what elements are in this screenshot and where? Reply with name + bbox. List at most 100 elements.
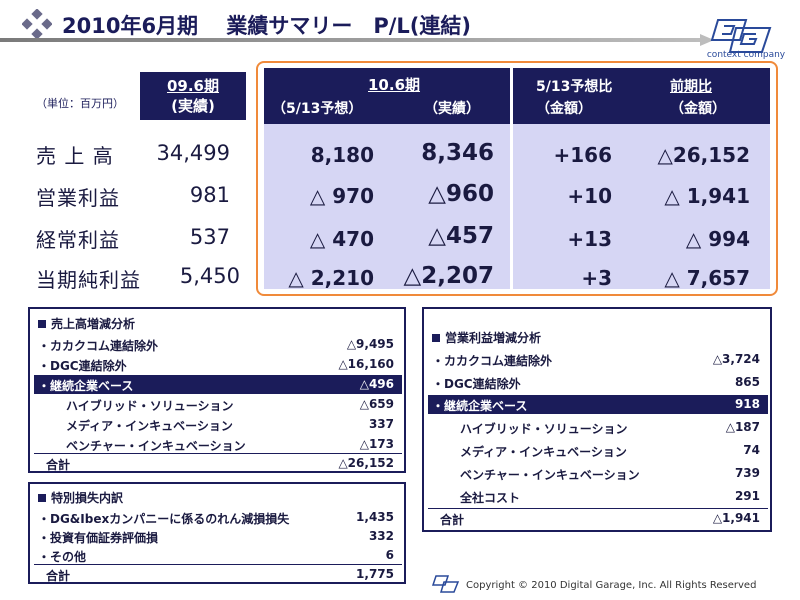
list-item: ・DGC連結除外 △16,160 [38,355,398,374]
list-item-label: 全社コスト [460,491,521,505]
value-forecast-sales: 8,180 [310,143,374,167]
logo-text: context company [706,50,786,60]
list-item-value: △187 [725,420,760,434]
header-actual-sub: （実績） [424,101,480,117]
list-item-value: 337 [368,417,394,431]
list-item: ・カカクコム連結除外 △3,724 [432,350,764,369]
header-rule [0,34,714,46]
header-vs-prev-label: 前期比 [670,79,712,95]
header-current-label: 10.6期 [368,76,421,94]
sales-analysis-title-text: 売上高増減分析 [51,317,136,331]
list-item-label: メディア・インキュベーション [66,419,233,433]
list-item-label: ・DGC連結除外 [38,359,127,373]
list-item: ・その他 6 [38,546,398,565]
list-item-label: ・DG&Ibexカンパニーに係るのれん減損損失 [38,512,290,526]
title-diamond-icon [22,9,52,39]
list-item-label: ベンチャー・インキュベーション [460,468,640,482]
total-value: △1,941 [712,511,760,525]
list-item-value: △173 [359,437,394,451]
row-label-net-income: 当期純利益 [36,268,141,292]
header-vs-forecast-label: 5/13予想比 [536,79,613,95]
value-vs-prev-operating-profit: △ 1,941 [664,184,750,208]
list-item: メディア・インキュベーション 74 [432,441,764,460]
value-prev-ordinary-profit: 537 [189,225,230,249]
list-item-label: ・カカクコム連結除外 [432,354,553,368]
list-item: ・DG&Ibexカンパニーに係るのれん減損損失 1,435 [38,508,398,527]
value-vs-prev-ordinary-profit: △ 994 [685,227,750,251]
total-value: 1,775 [356,567,394,581]
value-vs-prev-sales: △26,152 [657,143,750,167]
list-item: ベンチャー・インキュベーション △173 [38,435,398,454]
header-vs-forecast-sub: （金額） [536,101,592,117]
value-forecast-net-income: △ 2,210 [288,266,374,290]
list-item-value: △9,495 [346,337,394,351]
list-item-label: ・カカクコム連結除外 [38,339,159,353]
list-item-label: ・投資有価証券評価損 [38,531,159,545]
list-item-highlighted: ・継続企業ベース △496 [34,375,402,394]
list-item-value: △3,724 [712,352,760,366]
list-item: ・投資有価証券評価損 332 [38,527,398,546]
total-label: 合計 [46,458,71,472]
bullet-square-icon [38,494,46,502]
total-label: 合計 [46,569,71,583]
list-item: 全社コスト 291 [432,487,764,506]
total-row: 合計 1,775 [34,564,402,584]
current-period-frame [256,61,778,296]
list-item: ハイブリッド・ソリューション △187 [432,418,764,437]
list-item-value: △496 [359,377,394,391]
header-prev-year-label: 09.6期 [166,77,219,95]
total-row: 合計 △26,152 [34,453,402,473]
list-item: ベンチャー・インキュベーション 739 [432,464,764,483]
bullet-square-icon [38,320,46,328]
value-prev-operating-profit: 981 [189,183,230,207]
list-item-label: ・DGC連結除外 [432,377,521,391]
list-item-value: △16,160 [338,357,394,371]
value-vs-forecast-operating-profit: +10 [567,184,612,208]
list-item-highlighted: ・継続企業ベース 918 [428,395,768,414]
footer-logo-icon [431,575,460,593]
value-vs-forecast-net-income: +3 [581,266,612,290]
op-profit-analysis-title-text: 営業利益増減分析 [445,331,542,345]
list-item: ・DGC連結除外 865 [432,373,764,392]
sales-analysis-panel: 売上高増減分析 ・カカクコム連結除外 △9,495 ・DGC連結除外 △16,1… [28,307,406,473]
column-divider [510,68,513,289]
row-label-sales: 売 上 高 [36,144,114,168]
total-value: △26,152 [338,456,394,470]
op-profit-analysis-panel: 営業利益増減分析 ・カカクコム連結除外 △3,724 ・DGC連結除外 865 … [422,307,772,532]
value-actual-ordinary-profit: △457 [428,223,494,249]
page-title: 2010年6月期 業績サマリー P/L(連結) [62,14,472,38]
header-forecast-sub: （5/13予想） [272,101,363,117]
list-item-value: △659 [359,397,394,411]
row-label-operating-profit: 営業利益 [36,186,120,210]
total-row: 合計 △1,941 [428,508,768,528]
value-vs-forecast-sales: +166 [553,143,612,167]
total-label: 合計 [440,513,465,527]
list-item-value: 739 [734,466,760,480]
special-loss-title-text: 特別損失内訳 [51,491,124,505]
list-item-value: 291 [734,489,760,503]
list-item-value: 6 [385,548,394,562]
list-item-label: ベンチャー・インキュベーション [66,439,246,453]
list-item-value: 74 [743,443,760,457]
value-actual-operating-profit: △960 [428,181,494,207]
list-item: ・カカクコム連結除外 △9,495 [38,335,398,354]
special-loss-title: 特別損失内訳 [38,489,123,506]
header-comparison: 5/13予想比 （金額） 前期比 （金額） [512,68,770,124]
list-item: ハイブリッド・ソリューション △659 [38,395,398,414]
list-item-label: ・継続企業ベース [432,399,528,413]
op-profit-analysis-title: 営業利益増減分析 [432,329,541,346]
list-item-value: 918 [734,397,760,411]
row-label-ordinary-profit: 経常利益 [36,228,120,252]
list-item-value: 332 [368,529,394,543]
copyright-text: Copyright © 2010 Digital Garage, Inc. Al… [466,580,757,591]
list-item-label: ・その他 [38,550,87,564]
company-logo-icon [710,19,772,53]
list-item-value: 865 [734,375,760,389]
list-item-label: ハイブリッド・ソリューション [66,399,234,413]
value-forecast-ordinary-profit: △ 470 [309,227,374,251]
value-actual-net-income: △2,207 [403,263,494,289]
value-prev-net-income: 5,450 [179,264,240,288]
list-item-label: ・継続企業ベース [38,379,134,393]
list-item-label: メディア・インキュベーション [460,445,627,459]
list-item-value: 1,435 [356,510,394,524]
